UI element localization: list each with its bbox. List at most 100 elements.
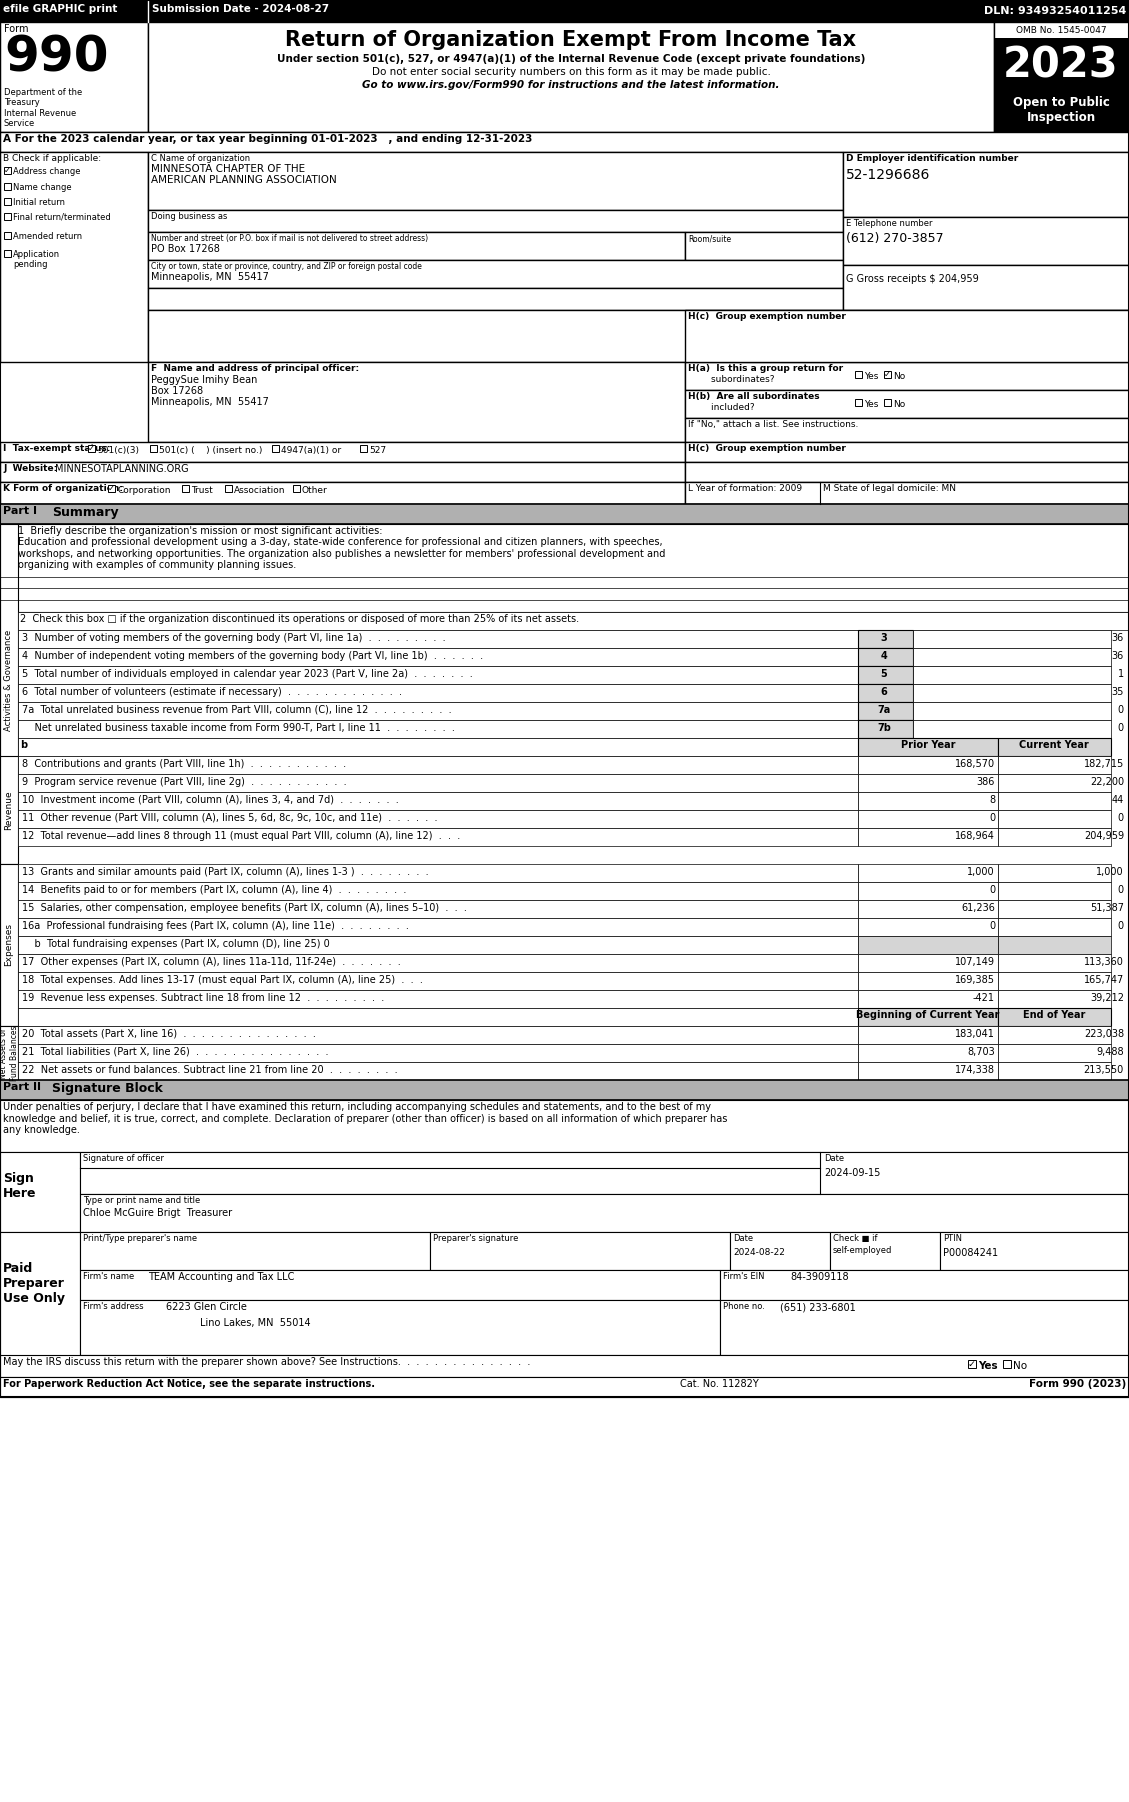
Text: Box 17268: Box 17268 [151, 386, 203, 396]
Text: 2024-09-15: 2024-09-15 [824, 1168, 881, 1179]
Bar [18, 935, 858, 953]
Text: 44: 44 [1112, 795, 1124, 805]
Text: Return of Organization Exempt From Income Tax: Return of Organization Exempt From Incom… [286, 31, 857, 50]
Text: 11  Other revenue (Part VIII, column (A), lines 5, 6d, 8c, 9c, 10c, and 11e)  . : 11 Other revenue (Part VIII, column (A),… [21, 813, 438, 824]
Bar [858, 827, 998, 845]
Text: 7a: 7a [877, 705, 891, 715]
Bar [18, 1043, 858, 1061]
Bar [994, 86, 1129, 132]
Bar [360, 445, 367, 452]
Text: If "No," attach a list. See instructions.: If "No," attach a list. See instructions… [688, 420, 858, 429]
Bar [858, 631, 913, 649]
Text: 2024-08-22: 2024-08-22 [733, 1249, 785, 1258]
Bar [18, 631, 858, 649]
Bar [913, 649, 1111, 667]
Text: 6: 6 [881, 687, 887, 697]
Bar [858, 739, 998, 757]
Text: TEAM Accounting and Tax LLC: TEAM Accounting and Tax LLC [148, 1272, 295, 1281]
Text: Education and professional development using a 3-day, state-wide conference for : Education and professional development u… [18, 537, 665, 569]
Bar [858, 953, 998, 971]
Text: Prior Year: Prior Year [901, 741, 955, 750]
Text: 204,959: 204,959 [1084, 831, 1124, 842]
Bar [994, 38, 1129, 86]
Text: Yes: Yes [978, 1361, 998, 1371]
Bar [18, 827, 858, 845]
Text: PeggySue Imihy Bean: PeggySue Imihy Bean [151, 375, 257, 386]
Text: 3  Number of voting members of the governing body (Part VI, line 1a)  .  .  .  .: 3 Number of voting members of the govern… [21, 633, 446, 643]
Text: (651) 233-6801: (651) 233-6801 [780, 1303, 856, 1312]
Text: 168,570: 168,570 [955, 759, 995, 769]
Text: 0: 0 [1118, 723, 1124, 733]
Text: 19  Revenue less expenses. Subtract line 18 from line 12  .  .  .  .  .  .  .  .: 19 Revenue less expenses. Subtract line … [21, 993, 384, 1004]
Bar [18, 1025, 858, 1043]
Text: Firm's EIN: Firm's EIN [723, 1272, 764, 1281]
Bar [858, 649, 913, 667]
Text: J  Website:: J Website: [3, 463, 58, 472]
Text: No: No [1013, 1361, 1027, 1371]
Bar [858, 721, 913, 739]
Text: Net Assets or
Fund Balances: Net Assets or Fund Balances [0, 1025, 19, 1081]
Text: 165,747: 165,747 [1084, 975, 1124, 986]
Text: Address change: Address change [14, 168, 80, 177]
Text: C Name of organization: C Name of organization [151, 153, 251, 162]
Bar [294, 485, 300, 492]
Bar [998, 989, 1111, 1007]
Text: Number and street (or P.O. box if mail is not delivered to street address): Number and street (or P.O. box if mail i… [151, 234, 428, 243]
Text: Open to Public
Inspection: Open to Public Inspection [1013, 96, 1110, 124]
Text: 8,703: 8,703 [968, 1047, 995, 1058]
Bar [858, 989, 998, 1007]
Text: Other: Other [301, 487, 327, 496]
Text: H(a)  Is this a group return for: H(a) Is this a group return for [688, 364, 843, 373]
Text: 0: 0 [989, 813, 995, 824]
Text: Initial return: Initial return [14, 198, 65, 207]
Text: 21  Total liabilities (Part X, line 26)  .  .  .  .  .  .  .  .  .  .  .  .  .  : 21 Total liabilities (Part X, line 26) .… [21, 1047, 329, 1058]
Bar [858, 935, 998, 953]
Text: ✓: ✓ [108, 485, 115, 494]
Bar [182, 485, 189, 492]
Bar [998, 935, 1111, 953]
Text: Name change: Name change [14, 184, 71, 193]
Bar [858, 881, 998, 899]
Text: 7a  Total unrelated business revenue from Part VIII, column (C), line 12  .  .  : 7a Total unrelated business revenue from… [21, 705, 452, 715]
Bar [0, 1099, 1129, 1151]
Bar [884, 398, 891, 405]
Text: H(c)  Group exemption number: H(c) Group exemption number [688, 312, 846, 321]
Bar [0, 1233, 80, 1362]
Bar [80, 1151, 1129, 1195]
Bar [18, 775, 858, 793]
Text: Form: Form [5, 23, 28, 34]
Bar [0, 1377, 1129, 1397]
Text: 0: 0 [1118, 885, 1124, 896]
Text: 0: 0 [989, 921, 995, 932]
Text: Preparer's signature: Preparer's signature [434, 1234, 518, 1243]
Bar [18, 721, 858, 739]
Text: 3: 3 [881, 633, 887, 643]
Bar [858, 703, 913, 721]
Text: H(c)  Group exemption number: H(c) Group exemption number [688, 443, 846, 452]
Text: 15  Salaries, other compensation, employee benefits (Part IX, column (A), lines : 15 Salaries, other compensation, employe… [21, 903, 467, 914]
Text: 182,715: 182,715 [1084, 759, 1124, 769]
Text: 1,000: 1,000 [1096, 867, 1124, 878]
Bar [843, 265, 1129, 310]
Bar [18, 899, 858, 917]
Text: End of Year: End of Year [1023, 1009, 1085, 1020]
Bar [5, 213, 11, 220]
Bar [430, 1233, 730, 1270]
Bar [843, 151, 1129, 216]
Text: 501(c) (    ) (insert no.): 501(c) ( ) (insert no.) [159, 447, 262, 454]
Text: Date: Date [824, 1153, 844, 1162]
Text: 9  Program service revenue (Part VIII, line 2g)  .  .  .  .  .  .  .  .  .  .  .: 9 Program service revenue (Part VIII, li… [21, 777, 347, 787]
Text: ✓: ✓ [884, 369, 891, 378]
Bar [148, 310, 843, 362]
Text: Current Year: Current Year [1019, 741, 1088, 750]
Text: Sign
Here: Sign Here [3, 1171, 36, 1200]
Text: 6223 Glen Circle: 6223 Glen Circle [166, 1303, 247, 1312]
Bar [858, 775, 998, 793]
Text: 5: 5 [881, 669, 887, 679]
Text: 36: 36 [1112, 633, 1124, 643]
Bar [913, 667, 1111, 685]
Bar [998, 827, 1111, 845]
Text: 168,964: 168,964 [955, 831, 995, 842]
Bar [858, 757, 998, 775]
Bar [5, 184, 11, 189]
